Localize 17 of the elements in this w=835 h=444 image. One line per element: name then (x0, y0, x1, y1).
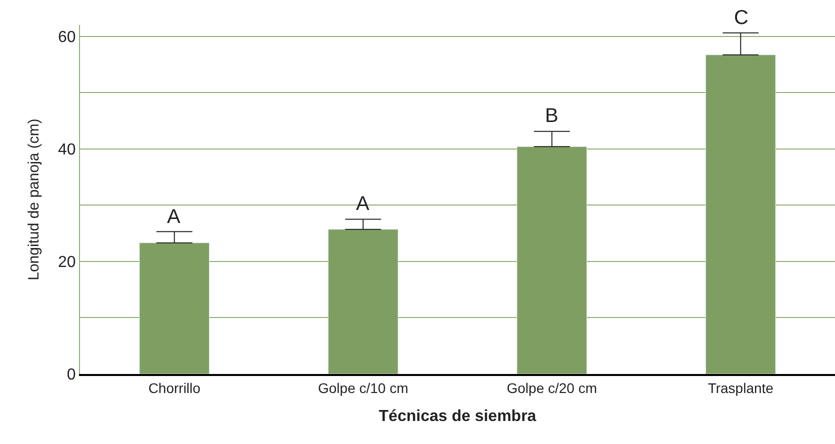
bar (139, 242, 210, 374)
y-tick-label: 0 (66, 366, 76, 384)
x-tick-label: Golpe c/10 cm (318, 380, 408, 396)
x-tick-label: Golpe c/20 cm (506, 380, 598, 396)
bar (705, 54, 776, 374)
bar (516, 146, 588, 374)
y-tick-label: 20 (58, 254, 76, 272)
annotation: A (167, 206, 181, 228)
annotation: B (545, 105, 558, 127)
bar (328, 229, 398, 374)
y-tick-label: 60 (58, 28, 76, 46)
y-axis-title: Longitud de panoja (cm) (25, 118, 42, 280)
x-tick-label: Trasplante (708, 380, 774, 396)
y-tick-label: 40 (58, 141, 76, 158)
x-tick-label: Chorrillo (148, 380, 201, 396)
annotation: C (734, 7, 748, 29)
x-axis-title: Técnicas de siembra (378, 408, 536, 425)
